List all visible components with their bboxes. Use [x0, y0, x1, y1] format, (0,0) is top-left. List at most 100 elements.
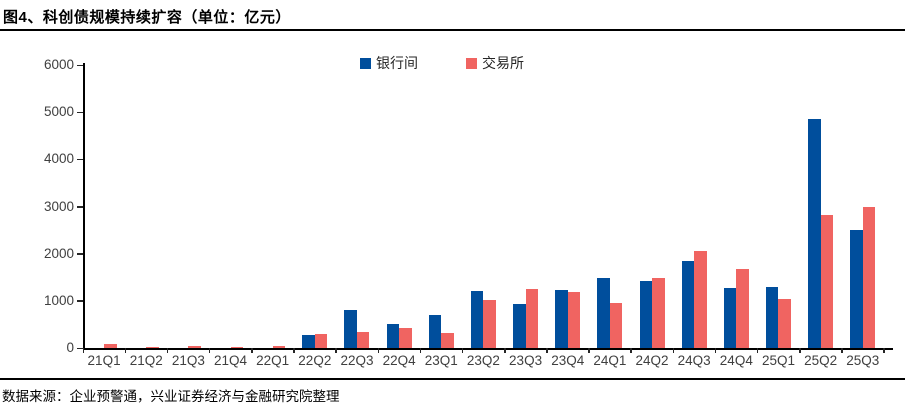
- legend-label-exchange: 交易所: [482, 55, 524, 71]
- bar-exchange-24q4: [736, 268, 749, 348]
- x-axis-tick: [419, 348, 422, 353]
- bar-interbank-24q4: [723, 287, 737, 348]
- bar-exchange-23q3: [525, 289, 539, 348]
- x-axis-tick: [799, 348, 801, 353]
- y-axis-tick-label: 4000: [43, 151, 74, 167]
- bar-interbank-24q3: [681, 260, 695, 348]
- x-axis-category-label: 21Q2: [129, 353, 163, 368]
- chart-legend: 银行间 交易所: [360, 53, 524, 73]
- x-axis-category-label: 23Q1: [424, 353, 458, 368]
- x-axis-category-label: 21Q3: [171, 353, 205, 368]
- bar-interbank-23q2: [470, 291, 484, 348]
- x-axis-tick: [166, 348, 169, 353]
- x-axis-category-label: 22Q1: [256, 353, 290, 368]
- bar-exchange-22q4: [399, 328, 412, 348]
- bar-interbank-23q3: [513, 304, 526, 348]
- bar-interbank-25q3: [850, 230, 863, 348]
- bar-exchange-24q2: [652, 278, 665, 348]
- x-axis-category-label: 23Q2: [466, 353, 500, 368]
- bar-exchange-23q1: [441, 332, 454, 348]
- bar-interbank-22q2: [302, 335, 315, 348]
- x-axis-category-label: 23Q4: [551, 353, 585, 368]
- x-axis-line: [83, 348, 893, 350]
- bar-interbank-22q3: [344, 310, 357, 348]
- y-axis-tick-label: 5000: [43, 104, 74, 120]
- x-axis-tick: [756, 348, 759, 353]
- y-axis-tick-label: 1000: [43, 292, 74, 308]
- y-axis-tick-label: 3000: [43, 198, 74, 214]
- x-axis-tick: [841, 348, 843, 353]
- x-axis-tick: [293, 348, 295, 353]
- bar-interbank-23q1: [428, 315, 442, 348]
- x-axis-tick: [672, 348, 675, 353]
- bar-exchange-21q4: [230, 346, 244, 348]
- x-axis-tick: [208, 348, 211, 353]
- x-axis-category-label: 25Q1: [761, 353, 795, 368]
- x-axis-tick: [546, 348, 548, 353]
- x-axis-category-label: 23Q3: [509, 353, 543, 368]
- x-axis-category-label: 22Q4: [382, 353, 416, 368]
- y-axis-tick: [77, 347, 83, 349]
- x-axis-tick: [82, 348, 84, 353]
- y-axis-tick: [77, 158, 83, 161]
- bar-exchange-23q4: [567, 292, 581, 348]
- legend-swatch-interbank-icon: [360, 57, 371, 69]
- x-axis-category-label: 21Q4: [213, 353, 248, 368]
- bar-interbank-22q4: [386, 323, 400, 348]
- x-axis-category-label: 22Q2: [298, 353, 332, 368]
- x-axis-category-label: 24Q4: [719, 353, 753, 368]
- bar-exchange-25q3: [862, 206, 876, 348]
- y-axis-tick: [77, 300, 83, 302]
- x-axis-category-label: 25Q3: [846, 353, 880, 368]
- x-axis-category-label: 22Q3: [340, 353, 374, 368]
- bar-exchange-25q1: [778, 299, 791, 348]
- y-axis-tick: [77, 253, 83, 255]
- footer-divider: [0, 378, 905, 380]
- data-source-note: 数据来源：企业预警通，兴业证券经济与金融研究院整理: [2, 389, 340, 404]
- x-axis-tick: [714, 348, 717, 353]
- bar-exchange-22q2: [314, 333, 328, 348]
- bar-exchange-21q1: [104, 344, 117, 348]
- bar-interbank-25q2: [808, 119, 821, 348]
- x-axis-tick: [377, 348, 380, 353]
- x-axis-tick: [461, 348, 464, 353]
- bar-exchange-25q2: [820, 214, 834, 348]
- bar-exchange-24q1: [609, 302, 623, 348]
- x-axis-category-label: 21Q1: [87, 353, 121, 368]
- figure-title: 图4、科创债规模持续扩容（单位：亿元）: [3, 9, 291, 26]
- x-axis-tick: [630, 348, 632, 353]
- x-axis-category-label: 24Q1: [593, 353, 627, 368]
- bar-interbank-24q1: [597, 278, 610, 348]
- x-axis-category-label: 24Q3: [677, 353, 711, 368]
- legend-item-exchange: 交易所: [466, 53, 524, 73]
- x-axis-category-label: 24Q2: [635, 353, 669, 368]
- bar-interbank-25q1: [765, 286, 779, 348]
- bar-exchange-21q3: [188, 345, 201, 348]
- bar-interbank-23q4: [555, 289, 568, 348]
- legend-item-interbank: 银行间: [360, 53, 418, 73]
- legend-label-interbank: 银行间: [376, 55, 418, 71]
- x-axis-tick: [335, 348, 337, 353]
- bar-exchange-21q2: [146, 347, 159, 348]
- y-axis-tick: [77, 206, 83, 208]
- x-axis-category-label: 25Q2: [804, 353, 838, 368]
- x-axis-tick: [588, 348, 590, 353]
- legend-swatch-exchange-icon: [466, 57, 477, 69]
- x-axis-tick: [251, 348, 253, 353]
- bar-exchange-24q3: [694, 251, 707, 348]
- bar-exchange-22q3: [356, 331, 370, 348]
- title-divider: [0, 29, 905, 31]
- y-axis-tick: [77, 111, 83, 114]
- bar-interbank-24q2: [639, 281, 653, 348]
- x-axis-tick: [504, 348, 506, 353]
- y-axis-tick: [77, 64, 83, 66]
- y-axis-tick-label: 0: [66, 340, 74, 355]
- x-axis-tick: [883, 348, 885, 353]
- x-axis-tick: [124, 348, 127, 353]
- bar-exchange-23q2: [483, 300, 496, 348]
- y-axis-tick-label: 6000: [43, 57, 74, 72]
- bar-exchange-22q1: [272, 345, 286, 348]
- y-axis-line: [83, 63, 85, 349]
- y-axis-tick-label: 2000: [43, 245, 74, 261]
